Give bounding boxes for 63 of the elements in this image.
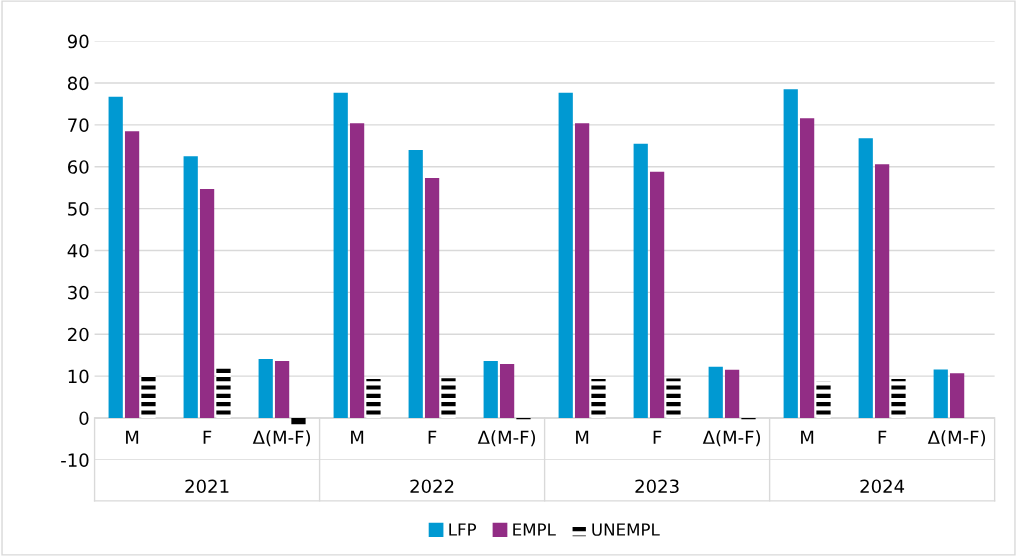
text: 2023 (635, 479, 679, 494)
bar (875, 164, 890, 418)
text: 2021 (185, 479, 229, 494)
bar (349, 123, 365, 418)
x-tick-label: M (351, 430, 364, 444)
bar (858, 138, 873, 418)
x-tick-label: M (801, 430, 814, 444)
bar (141, 373, 156, 418)
x-tick-label: F (428, 430, 437, 444)
bar (933, 369, 948, 418)
text: 2022 (410, 479, 454, 494)
bar (441, 378, 456, 418)
x-tick-label: M (576, 430, 589, 444)
bar (108, 96, 123, 418)
bar (799, 118, 815, 418)
x-tick-label: Δ(M-F) (477, 430, 536, 447)
bar (783, 89, 798, 418)
y-tick-label: 80 (67, 76, 89, 91)
bar (649, 171, 665, 418)
text: 2024 (860, 479, 905, 494)
bar (816, 381, 831, 418)
bar (216, 366, 231, 418)
y-tick-label: 50 (68, 202, 89, 216)
bar (724, 369, 740, 418)
y-tick-label: 30 (68, 285, 89, 300)
bar (124, 131, 140, 418)
y-tick-label: 90 (67, 34, 89, 49)
bar (591, 379, 606, 418)
y-tick-label: 0 (79, 411, 89, 426)
x-tick-label: F (878, 430, 887, 444)
bar (950, 373, 965, 418)
x-tick-label: M (126, 430, 139, 444)
y-tick-label: -10 (61, 453, 89, 467)
bar (574, 123, 590, 418)
bar (558, 92, 573, 418)
x-tick-label: F (653, 430, 662, 444)
bar (483, 361, 498, 418)
y-tick-label: 60 (68, 160, 89, 174)
bar (666, 378, 681, 418)
bar (274, 361, 290, 418)
bar (891, 379, 906, 418)
bar (408, 150, 423, 418)
bar (258, 358, 273, 418)
bar (424, 178, 440, 418)
bar (291, 417, 306, 425)
x-tick-label: F (203, 430, 212, 444)
bar (633, 143, 648, 418)
y-tick-label: 10 (68, 369, 89, 384)
legend-label: LFP (449, 523, 477, 536)
bar (183, 156, 198, 418)
legend-label: EMPL (513, 523, 556, 536)
x-tick-label: Δ(M-F) (927, 430, 986, 447)
bar (333, 92, 348, 418)
bar (366, 379, 381, 418)
y-tick-label: 20 (68, 327, 89, 342)
bar (199, 188, 215, 418)
legend-label: UNEMPL (592, 523, 660, 536)
bar (499, 363, 515, 418)
x-tick-label: Δ(M-F) (252, 430, 310, 447)
y-tick-label: 70 (68, 118, 89, 132)
y-tick-label: 40 (67, 243, 89, 258)
x-tick-label: Δ(M-F) (702, 430, 761, 447)
bar (708, 366, 723, 418)
